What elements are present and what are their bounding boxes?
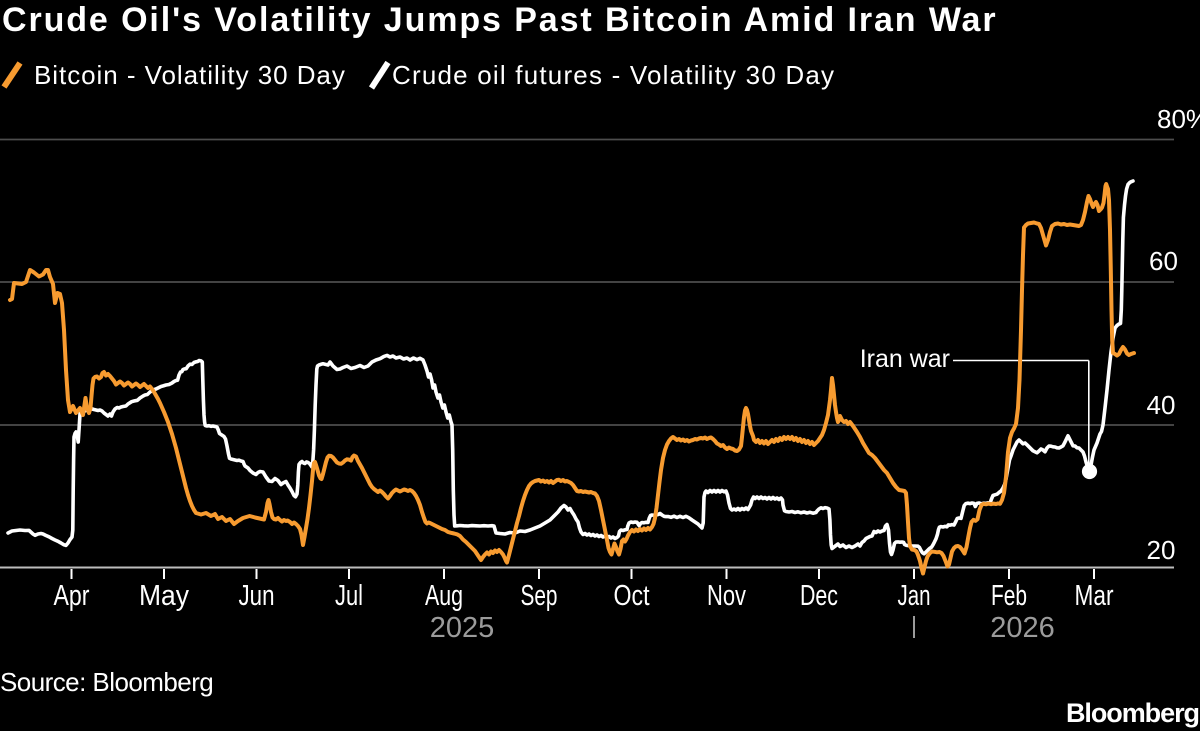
svg-text:Crude Oil's Volatility Jumps P: Crude Oil's Volatility Jumps Past Bitcoi…	[2, 1, 998, 39]
svg-text:Iran war: Iran war	[860, 345, 950, 373]
svg-text:20: 20	[1147, 535, 1176, 565]
svg-text:Bitcoin - Volatility 30 Day: Bitcoin - Volatility 30 Day	[34, 60, 346, 90]
svg-text:Jun: Jun	[239, 580, 275, 612]
svg-text:Jul: Jul	[335, 580, 363, 612]
svg-text:Apr: Apr	[54, 580, 90, 612]
svg-text:60: 60	[1149, 246, 1178, 276]
svg-text:Dec: Dec	[800, 580, 838, 612]
svg-text:Jan: Jan	[898, 580, 931, 612]
svg-text:Bloomberg: Bloomberg	[1066, 698, 1199, 728]
svg-text:Crude oil futures - Volatility: Crude oil futures - Volatility 30 Day	[392, 60, 835, 90]
svg-text:Aug: Aug	[425, 580, 463, 612]
svg-text:80%: 80%	[1157, 104, 1200, 134]
svg-text:Feb: Feb	[991, 580, 1027, 612]
svg-text:Mar: Mar	[1075, 580, 1114, 612]
svg-text:Oct: Oct	[614, 580, 650, 612]
svg-text:2026: 2026	[990, 612, 1055, 644]
svg-text:40: 40	[1147, 390, 1176, 420]
svg-text:Source: Bloomberg: Source: Bloomberg	[0, 667, 213, 697]
svg-text:Nov: Nov	[707, 580, 746, 612]
svg-text:2025: 2025	[430, 612, 495, 644]
svg-text:Sep: Sep	[521, 580, 558, 612]
svg-text:May: May	[139, 580, 189, 612]
